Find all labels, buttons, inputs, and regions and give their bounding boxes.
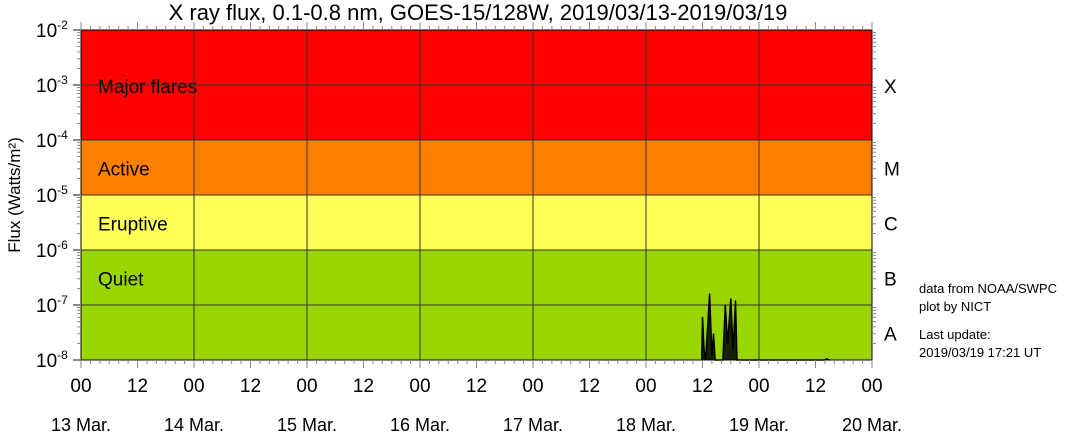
x-date-label: 18 Mar. — [616, 415, 676, 433]
x-hour-label: 00 — [861, 376, 882, 397]
x-hour-label: 00 — [183, 376, 204, 397]
x-hour-label: 00 — [748, 376, 769, 397]
data-point — [712, 333, 714, 335]
data-point — [702, 316, 703, 318]
band-label: Quiet — [98, 270, 144, 291]
x-hour-label: 12 — [692, 376, 713, 397]
class-label-C: C — [884, 215, 898, 236]
x-hour-label: 12 — [466, 376, 487, 397]
class-label-X: X — [884, 77, 897, 98]
y-tick-label: 10-2 — [36, 18, 68, 42]
band-M — [81, 140, 872, 195]
y-tick-label: 10-8 — [36, 348, 68, 372]
x-hour-label: 00 — [296, 376, 317, 397]
x-hour-label: 12 — [805, 376, 826, 397]
x-hour-label: 00 — [635, 376, 656, 397]
update-label: Last update: — [919, 327, 991, 342]
x-date-label: 13 Mar. — [51, 415, 111, 433]
notes: data from NOAA/SWPC plot by NICT Last up… — [919, 280, 1057, 362]
data-point — [730, 298, 732, 300]
x-hour-label: 00 — [409, 376, 430, 397]
data-point — [727, 342, 729, 344]
x-date-label: 17 Mar. — [503, 415, 563, 433]
band-A — [81, 305, 872, 360]
data-point — [711, 355, 713, 357]
class-label-B: B — [884, 270, 897, 291]
data-point — [709, 293, 711, 295]
x-hour-label: 00 — [70, 376, 91, 397]
band-C — [81, 195, 872, 250]
x-date-label: 14 Mar. — [164, 415, 224, 433]
x-date-label: 20 Mar. — [842, 415, 902, 433]
y-tick-label: 10-4 — [36, 128, 68, 152]
data-point — [825, 358, 827, 360]
class-label-M: M — [884, 160, 900, 181]
band-label: Major flares — [98, 77, 197, 98]
data-point — [732, 349, 734, 351]
x-date-label: 15 Mar. — [277, 415, 337, 433]
x-hour-label: 12 — [127, 376, 148, 397]
x-hour-label: 12 — [579, 376, 600, 397]
band-label: Active — [98, 160, 150, 181]
band-B — [81, 250, 872, 305]
data-point — [703, 349, 705, 351]
y-tick-label: 10-7 — [36, 293, 68, 317]
y-tick-label: 10-3 — [36, 73, 68, 97]
x-hour-label: 12 — [353, 376, 374, 397]
data-point — [734, 300, 736, 302]
x-date-label: 16 Mar. — [390, 415, 450, 433]
x-hour-label: 00 — [522, 376, 543, 397]
y-tick-label: 10-6 — [36, 238, 68, 262]
x-hour-label: 12 — [240, 376, 261, 397]
class-label-A: A — [884, 325, 897, 346]
chart-title: X ray flux, 0.1-0.8 nm, GOES-15/128W, 20… — [169, 0, 788, 25]
x-date-label: 19 Mar. — [729, 415, 789, 433]
update-time: 2019/03/19 17:21 UT — [919, 345, 1042, 360]
data-point — [724, 304, 726, 306]
source-note: data from NOAA/SWPC — [919, 281, 1057, 296]
y-axis-label: Flux (Watts/m²) — [5, 137, 24, 253]
band-label: Eruptive — [98, 215, 168, 236]
plotter-note: plot by NICT — [919, 299, 992, 314]
y-tick-label: 10-5 — [36, 183, 68, 207]
